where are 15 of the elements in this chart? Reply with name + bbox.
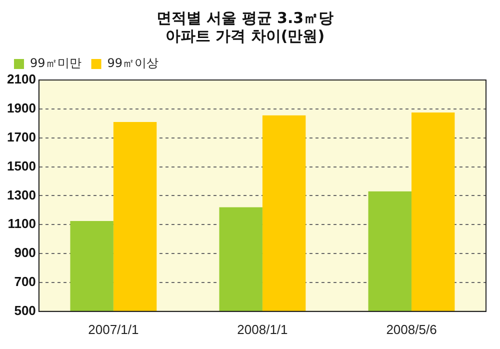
x-tick-label: 2007/1/1 <box>88 322 139 337</box>
legend-label: 99㎡미만 <box>30 56 82 70</box>
y-tick-label: 700 <box>14 274 36 290</box>
y-tick-label: 900 <box>14 245 36 260</box>
y-tick-label: 2100 <box>7 72 36 87</box>
y-tick-label: 1700 <box>7 129 36 144</box>
x-tick-label: 2008/5/6 <box>386 322 437 337</box>
y-tick-label: 1900 <box>7 100 36 116</box>
chart-title: 면적별 서울 평균 3.3㎡당 아파트 가격 차이(만원) <box>156 8 334 45</box>
y-tick-label: 500 <box>14 302 36 318</box>
y-tick-label: 1100 <box>8 216 36 232</box>
y-tick-label: 1300 <box>7 187 36 202</box>
legend-label: 99㎡이상 <box>107 56 159 70</box>
x-tick-label: 2008/1/1 <box>237 322 288 337</box>
y-tick-label: 1500 <box>7 158 36 174</box>
